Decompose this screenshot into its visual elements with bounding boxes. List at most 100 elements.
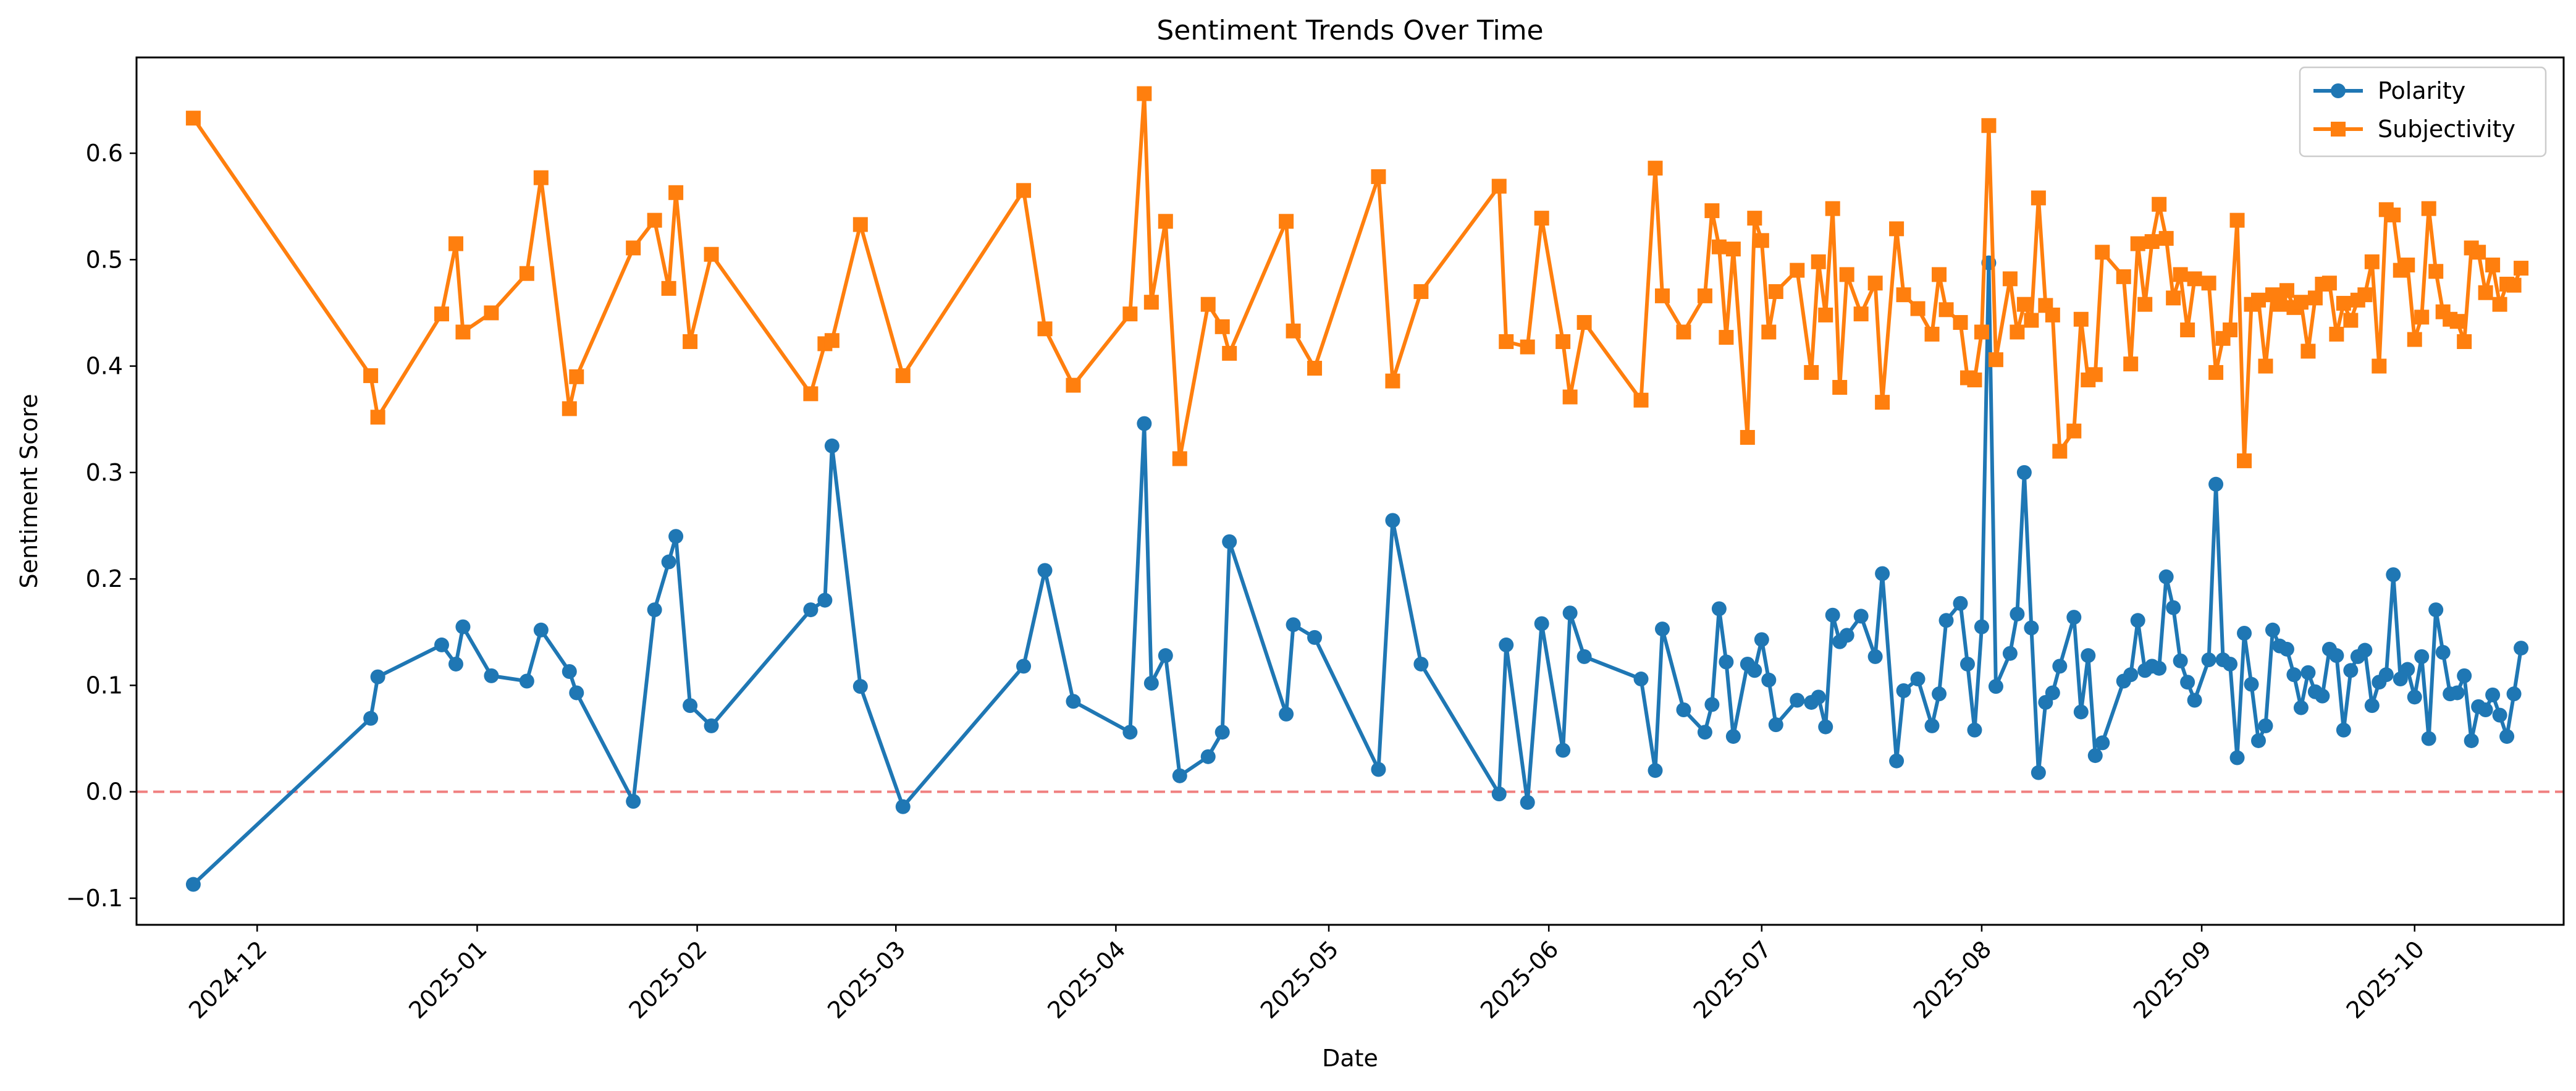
subjectivity-point — [455, 324, 471, 340]
subjectivity-point — [1122, 306, 1138, 322]
polarity-point — [2152, 660, 2167, 676]
polarity-point — [2223, 656, 2238, 672]
subjectivity-point — [2052, 444, 2068, 459]
polarity-point — [704, 718, 719, 733]
subjectivity-point — [668, 185, 684, 200]
polarity-point — [448, 656, 463, 672]
polarity-point — [2421, 731, 2436, 746]
y-tick-label: 0.0 — [86, 778, 123, 806]
subjectivity-point — [2173, 267, 2188, 282]
subjectivity-point — [1967, 372, 1982, 387]
polarity-point — [1875, 566, 1890, 581]
subjectivity-point — [1654, 288, 1670, 303]
polarity-point — [1959, 656, 1975, 672]
subjectivity-point — [1214, 319, 1230, 334]
polarity-point — [1889, 753, 1905, 769]
subjectivity-point — [1804, 364, 1819, 380]
polarity-point — [2315, 688, 2330, 704]
polarity-point — [1818, 719, 1833, 735]
subjectivity-point — [2045, 307, 2060, 322]
subjectivity-point — [2457, 334, 2472, 349]
polarity-point — [1066, 694, 1081, 709]
subjectivity-point — [2130, 236, 2145, 251]
subjectivity-point — [1811, 254, 1826, 269]
polarity-point — [1725, 729, 1741, 744]
polarity-point — [2045, 685, 2060, 701]
subjectivity-point — [2407, 332, 2422, 347]
polarity-point — [2251, 733, 2267, 748]
subjectivity-point — [2485, 257, 2501, 272]
polarity-point — [1385, 513, 1400, 528]
polarity-point — [2293, 700, 2309, 715]
subjectivity-point — [1633, 392, 1649, 408]
subjectivity-point — [2514, 261, 2529, 276]
polarity-point — [1143, 675, 1159, 691]
legend-polarity-label: Polarity — [2378, 77, 2465, 104]
subjectivity-point — [1385, 373, 1400, 389]
subjectivity-point — [626, 240, 641, 256]
subjectivity-point — [1896, 287, 1911, 303]
subjectivity-point — [2364, 254, 2380, 269]
subjectivity-point — [1938, 302, 1954, 318]
polarity-point — [519, 673, 534, 689]
polarity-point — [2506, 686, 2522, 702]
subjectivity-point — [484, 305, 499, 321]
subjectivity-point — [2414, 310, 2430, 325]
y-tick-label: −0.1 — [66, 885, 123, 912]
subjectivity-point — [1818, 307, 1833, 322]
y-tick-label: 0.1 — [86, 672, 123, 699]
subjectivity-point — [2357, 287, 2373, 303]
legend-polarity-marker — [2331, 83, 2346, 98]
polarity-point — [2187, 693, 2202, 708]
subjectivity-point — [2492, 297, 2507, 312]
polarity-point — [2095, 735, 2110, 751]
subjectivity-point — [569, 369, 584, 384]
subjectivity-point — [2095, 245, 2110, 260]
subjectivity-point — [1143, 295, 1159, 310]
y-tick-label: 0.5 — [86, 246, 123, 273]
polarity-point — [1853, 609, 1869, 624]
polarity-point — [1867, 649, 1883, 664]
polarity-point — [2066, 610, 2082, 625]
polarity-point — [1122, 725, 1138, 740]
polarity-point — [1811, 689, 1826, 705]
polarity-point — [562, 663, 577, 679]
subjectivity-point — [2166, 290, 2181, 306]
subjectivity-point — [2421, 201, 2436, 216]
subjectivity-point — [1499, 334, 1514, 349]
polarity-point — [1562, 605, 1578, 621]
subjectivity-point — [2471, 245, 2486, 260]
subjectivity-point — [2087, 367, 2103, 382]
y-tick-label: 0.3 — [86, 459, 123, 486]
polarity-point — [455, 619, 471, 634]
subjectivity-point — [434, 306, 449, 322]
polarity-point — [2173, 653, 2188, 668]
plot-frame — [135, 56, 2565, 926]
subjectivity-point — [1754, 233, 1769, 248]
polarity-point — [533, 622, 549, 638]
polarity-point — [2499, 729, 2515, 744]
polarity-point — [2016, 465, 2032, 480]
subjectivity-point — [2343, 313, 2359, 328]
polarity-point — [1158, 648, 1173, 663]
subjectivity-point — [1981, 118, 1997, 133]
subjectivity-point — [2073, 311, 2089, 327]
subjectivity-point — [370, 410, 385, 425]
subjectivity-point — [895, 368, 911, 384]
subjectivity-point — [1016, 183, 1032, 198]
polarity-point — [647, 602, 662, 618]
subjectivity-point — [1172, 451, 1187, 466]
subjectivity-point — [562, 401, 577, 416]
subjectivity-point — [1137, 86, 1152, 101]
subjectivity-point — [1648, 161, 1663, 176]
polarity-point — [1307, 630, 1323, 645]
subjectivity-point — [2229, 213, 2245, 228]
polarity-point — [2343, 663, 2359, 678]
polarity-point — [1719, 654, 1734, 670]
polarity-point — [1938, 613, 1954, 628]
polarity-point — [1520, 794, 1535, 810]
polarity-point — [1371, 762, 1386, 777]
polarity-point — [852, 679, 868, 694]
polarity-point — [1676, 702, 1691, 718]
